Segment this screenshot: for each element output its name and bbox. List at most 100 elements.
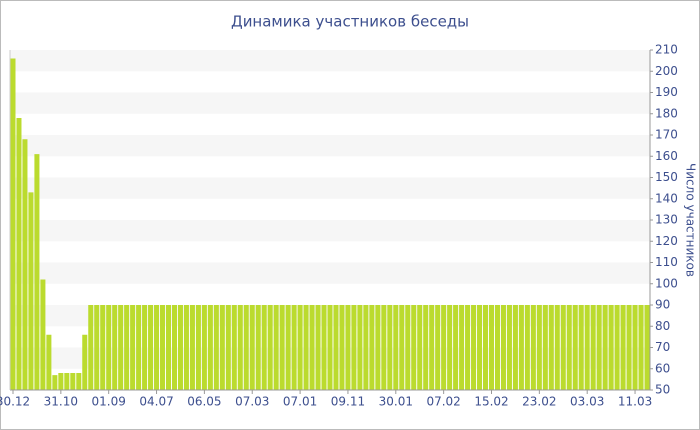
bar <box>333 305 339 390</box>
bar <box>620 305 626 390</box>
bar <box>243 305 249 390</box>
bar <box>560 305 566 390</box>
x-tick-label: 23.02 <box>522 395 556 409</box>
y-tick-label: 190 <box>655 85 678 99</box>
bar <box>393 305 399 390</box>
bar <box>40 279 46 390</box>
bar <box>285 305 291 390</box>
bar <box>435 305 441 390</box>
bar <box>279 305 285 390</box>
bar <box>165 305 172 390</box>
bar <box>88 305 94 390</box>
bar <box>160 305 166 390</box>
bar <box>608 305 614 390</box>
y-tick-label: 80 <box>655 319 670 333</box>
bar <box>177 305 183 390</box>
bar <box>237 305 243 390</box>
bar <box>231 305 237 390</box>
x-tick-label: 07.03 <box>235 395 269 409</box>
y-tick-label: 200 <box>655 64 678 78</box>
bar <box>351 305 357 390</box>
bar <box>483 305 489 390</box>
bar <box>106 305 112 390</box>
grid-band <box>10 50 650 72</box>
bar <box>566 305 572 390</box>
bar <box>399 305 405 390</box>
bar <box>148 305 154 390</box>
bar <box>94 305 100 390</box>
bar <box>441 305 447 390</box>
bar <box>411 305 417 390</box>
x-tick-label: 01.09 <box>92 395 126 409</box>
y-tick-label: 60 <box>655 361 670 375</box>
bar <box>189 305 195 390</box>
bar <box>142 305 148 390</box>
bar <box>291 305 297 390</box>
bar <box>171 305 177 390</box>
bar <box>530 305 536 390</box>
y-tick-label: 170 <box>655 128 678 142</box>
bar <box>136 305 142 390</box>
bar <box>381 305 387 390</box>
y-tick-label: 180 <box>655 106 678 120</box>
bar <box>213 305 219 390</box>
bar <box>429 305 435 390</box>
grid-band <box>10 135 650 157</box>
bar <box>632 305 638 390</box>
bar <box>64 373 70 390</box>
x-tick-label: 07.01 <box>283 395 317 409</box>
bar <box>369 305 375 390</box>
x-tick-label: 09.11 <box>331 395 365 409</box>
bar <box>459 305 465 390</box>
bar <box>447 305 453 390</box>
bar <box>339 305 345 390</box>
bar <box>417 305 423 390</box>
bar <box>112 305 118 390</box>
bar <box>405 305 411 390</box>
bar <box>488 305 495 390</box>
grid-band <box>10 262 650 284</box>
x-tick-label: 30.01 <box>379 395 413 409</box>
bar <box>207 305 213 390</box>
bar <box>297 305 303 390</box>
bar <box>22 139 28 390</box>
bar <box>249 305 255 390</box>
bar <box>345 305 351 390</box>
bar <box>596 305 602 390</box>
bar <box>524 305 530 390</box>
bar <box>154 305 160 390</box>
bar <box>578 305 584 390</box>
bar <box>16 118 22 390</box>
bar <box>542 305 548 390</box>
bar <box>70 373 76 390</box>
bar <box>548 305 554 390</box>
x-tick-label: 30.12 <box>0 395 30 409</box>
bar <box>267 305 273 390</box>
bar <box>273 305 279 390</box>
x-tick-label: 03.03 <box>570 395 604 409</box>
bar <box>321 305 327 390</box>
bar <box>554 305 560 390</box>
x-tick-label: 04.07 <box>139 395 173 409</box>
bar <box>471 305 477 390</box>
y-tick-label: 100 <box>655 276 678 290</box>
chart-title: Динамика участников беседы <box>231 13 469 31</box>
x-tick-label: 15.02 <box>474 395 508 409</box>
bar <box>315 305 321 390</box>
bar <box>118 305 124 390</box>
x-tick-label: 07.02 <box>426 395 460 409</box>
grid-band <box>10 92 650 114</box>
y-tick-label: 50 <box>655 383 670 397</box>
bar <box>477 305 483 390</box>
bar <box>584 305 590 390</box>
y-tick-label: 150 <box>655 170 678 184</box>
y-tick-label: 140 <box>655 191 678 205</box>
bar <box>303 305 309 390</box>
bar <box>309 305 315 390</box>
bar <box>423 305 429 390</box>
bar <box>506 305 512 390</box>
bar <box>124 305 130 390</box>
bar <box>536 305 542 390</box>
bar <box>58 373 64 390</box>
